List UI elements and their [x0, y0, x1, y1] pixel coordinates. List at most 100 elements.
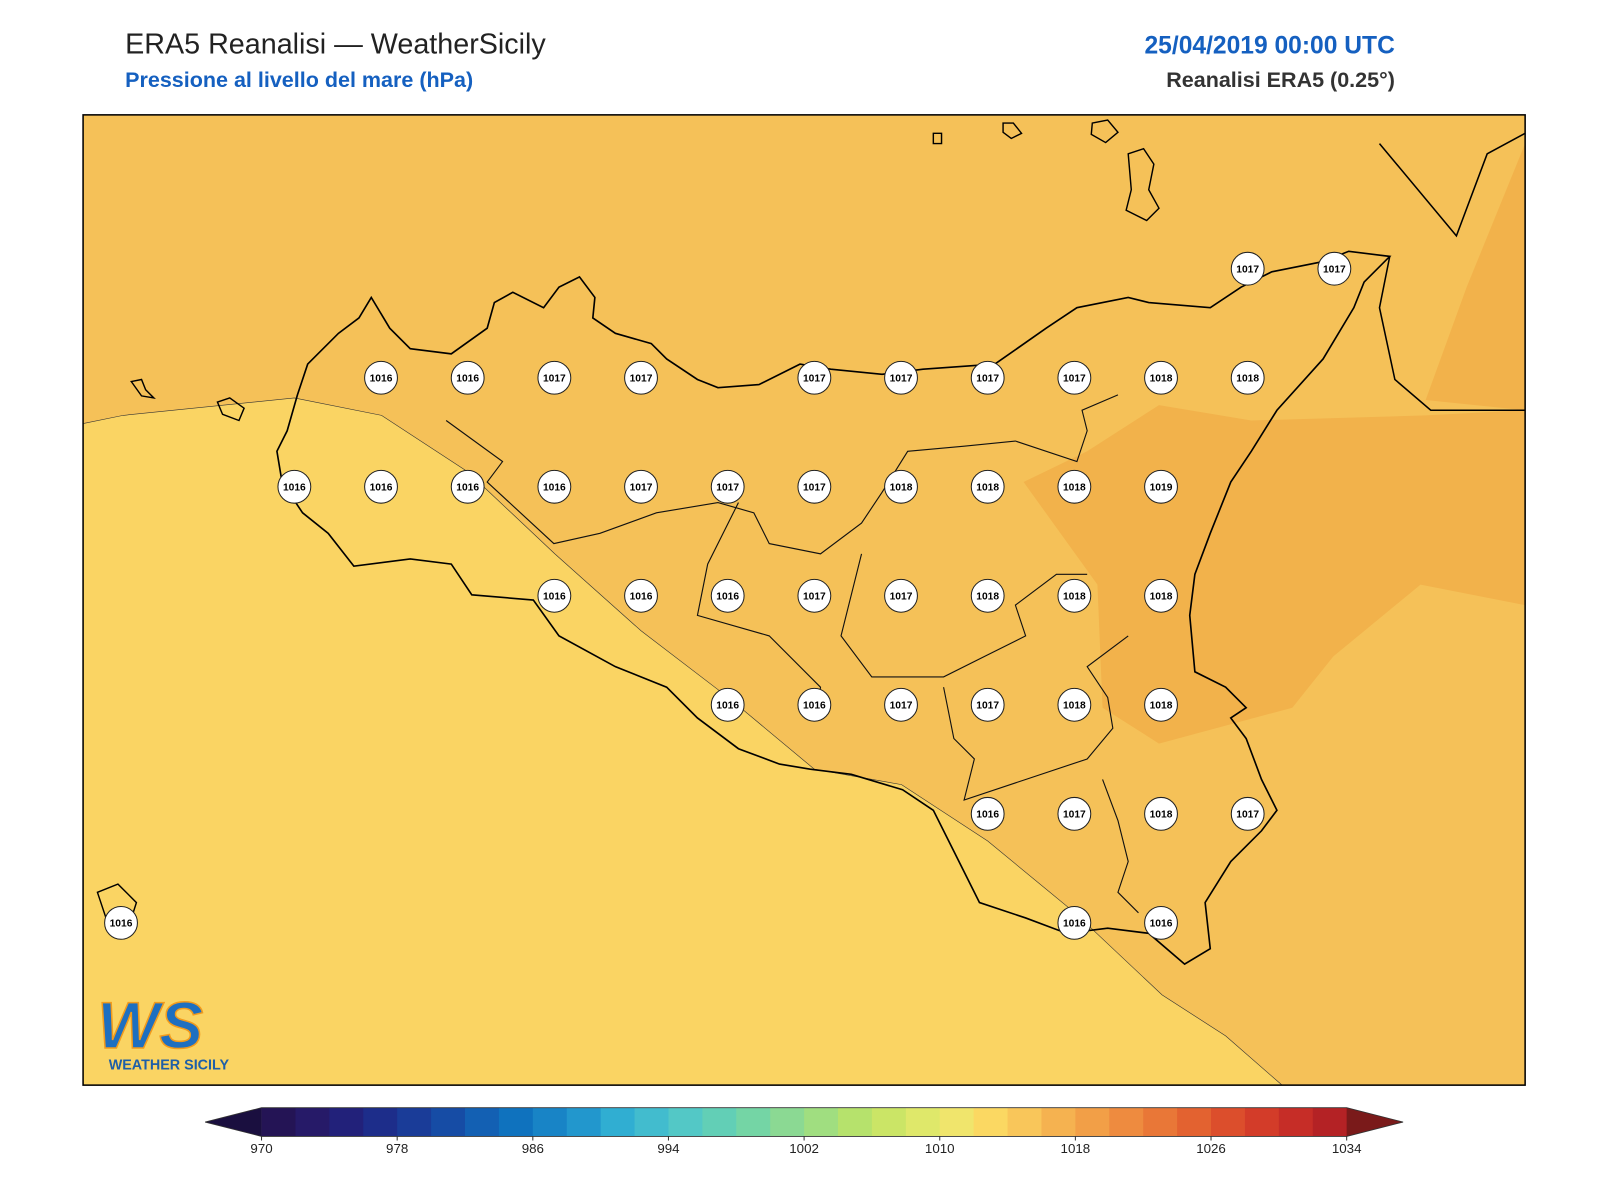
logo-mark: WS	[97, 989, 203, 1062]
colorbar-tick-label: 978	[386, 1141, 408, 1156]
colorbar-bin	[397, 1107, 432, 1137]
station-value: 1019	[1150, 482, 1173, 493]
station-value: 1017	[890, 592, 913, 603]
station-value: 1016	[456, 373, 479, 384]
map	[83, 114, 1526, 1086]
station-marker	[970, 360, 1005, 395]
station-value: 1016	[110, 919, 133, 930]
station: 1018	[1057, 578, 1092, 613]
station-value: 1018	[1063, 592, 1086, 603]
station: 1016	[710, 687, 745, 722]
colorbar-tick-label: 1002	[789, 1141, 819, 1156]
colorbar-bin	[1075, 1107, 1110, 1137]
station-marker	[537, 469, 572, 504]
colorbar-bin	[566, 1107, 602, 1137]
colorbar-bin	[532, 1107, 568, 1137]
station-marker	[970, 469, 1005, 504]
coastline	[1378, 132, 1526, 412]
station: 1016	[537, 469, 572, 504]
station: 1016	[624, 578, 658, 613]
station: 1019	[1144, 469, 1178, 504]
station-value: 1016	[543, 592, 566, 603]
station-marker	[970, 687, 1005, 722]
colorbar-tick-label: 994	[657, 1141, 680, 1156]
station-value: 1017	[1323, 264, 1346, 275]
station-value: 1016	[370, 373, 393, 384]
station-marker	[624, 578, 658, 613]
station-marker	[710, 578, 745, 613]
station-value: 1017	[1236, 264, 1259, 275]
station: 1018	[1057, 469, 1092, 504]
colorbar-bin	[1143, 1107, 1178, 1137]
station-value: 1018	[1150, 592, 1173, 603]
station-marker	[1057, 687, 1092, 722]
station-value: 1017	[803, 482, 826, 493]
station-value: 1018	[1063, 482, 1086, 493]
station-value: 1017	[1063, 373, 1086, 384]
station: 1016	[797, 687, 832, 722]
station-marker	[797, 687, 832, 722]
station: 1017	[1230, 251, 1265, 286]
colorbar-tick-label: 1026	[1196, 1141, 1226, 1156]
colorbar-bin	[261, 1107, 296, 1137]
station: 1016	[450, 469, 485, 504]
station-marker	[884, 687, 918, 722]
colorbar-extend-high	[1346, 1107, 1404, 1137]
station: 1017	[797, 469, 832, 504]
map-frame	[82, 114, 1526, 1086]
station-value: 1017	[1236, 810, 1259, 821]
station: 1017	[884, 578, 918, 613]
station-marker	[624, 469, 658, 504]
station-marker	[797, 578, 832, 613]
station: 1017	[624, 469, 658, 504]
station-marker	[1057, 905, 1092, 940]
station-value: 1016	[630, 592, 653, 603]
station-marker	[364, 360, 398, 395]
station-marker	[537, 360, 572, 395]
station-value: 1016	[1063, 919, 1086, 930]
station: 1017	[710, 469, 745, 504]
station-value: 1017	[630, 482, 653, 493]
date: 25/04/2019 00:00 UTC	[1144, 32, 1395, 59]
station: 1018	[970, 469, 1005, 504]
station: 1016	[537, 578, 572, 613]
station-marker	[970, 578, 1005, 613]
colorbar-bin	[329, 1107, 364, 1137]
station-value: 1016	[716, 701, 739, 712]
station: 1016	[277, 469, 312, 504]
station: 1017	[797, 360, 832, 395]
station: 1017	[884, 687, 918, 722]
station-marker	[1144, 469, 1178, 504]
colorbar-bin	[295, 1107, 330, 1137]
station-marker	[884, 469, 918, 504]
station: 1018	[1057, 687, 1092, 722]
station-marker	[364, 469, 398, 504]
colorbar-tick-label: 1010	[925, 1141, 955, 1156]
station: 1016	[364, 469, 398, 504]
colorbar-bin	[465, 1107, 500, 1137]
colorbar-bin	[939, 1107, 975, 1137]
station: 1017	[624, 360, 658, 395]
station-value: 1017	[976, 373, 999, 384]
station: 1016	[450, 360, 485, 395]
station-value: 1016	[803, 701, 826, 712]
station-marker	[1144, 687, 1178, 722]
station-marker	[1057, 360, 1092, 395]
station: 1016	[1144, 905, 1178, 940]
colorbar-bin	[702, 1107, 737, 1137]
station-marker	[1317, 251, 1352, 286]
station: 1018	[970, 578, 1005, 613]
station-value: 1017	[630, 373, 653, 384]
station-value: 1016	[283, 482, 306, 493]
station-value: 1016	[543, 482, 566, 493]
station-marker	[624, 360, 658, 395]
station: 1017	[970, 360, 1005, 395]
station-marker	[450, 360, 485, 395]
station-marker	[970, 796, 1005, 831]
colorbar-bin	[838, 1107, 873, 1137]
station-marker	[1144, 905, 1178, 940]
station-value: 1018	[1150, 701, 1173, 712]
source: Reanalisi ERA5 (0.25°)	[1166, 68, 1395, 92]
station-marker	[1144, 796, 1178, 831]
station: 1016	[970, 796, 1005, 831]
